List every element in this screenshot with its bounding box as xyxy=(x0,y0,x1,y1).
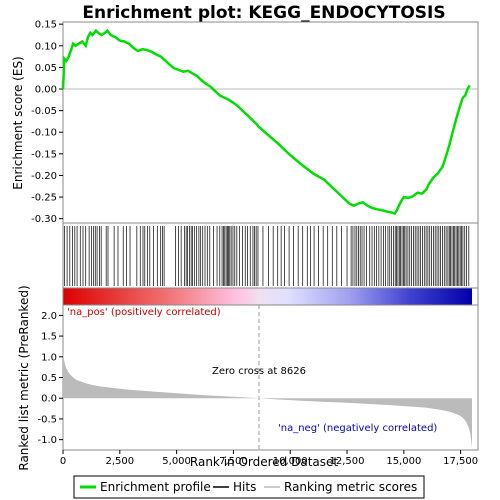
legend-box xyxy=(73,475,425,499)
metric-y-tick-label: 0.0 xyxy=(41,394,57,405)
es-y-tick-label: 0.15 xyxy=(35,20,57,31)
es-y-tick-label: 0.00 xyxy=(35,85,57,96)
x-axis-title: Rank in Ordered Dataset xyxy=(190,455,338,469)
es-y-tick-label: 0.10 xyxy=(35,41,57,52)
x-tick-label: 15,000 xyxy=(386,456,421,467)
es-panel xyxy=(62,21,479,224)
es-y-tick-label: -0.20 xyxy=(31,171,57,182)
x-axis: 0 2,500 5,000 7,500 10,000 12,500 15,000 17,500 xyxy=(60,450,478,467)
x-tick-label: 12,500 xyxy=(330,456,365,467)
es-axis: 0.15 0.10 0.05 0.00 -0.05 -0.10 -0.15 -0.20 -0.2… xyxy=(31,20,63,225)
ranking-metric-area xyxy=(63,352,472,448)
x-tick-label: 10,000 xyxy=(273,456,308,467)
x-tick-label: 5,000 xyxy=(162,456,191,467)
es-y-tick-label: -0.25 xyxy=(31,193,57,204)
x-tick-label: 7,500 xyxy=(219,456,248,467)
legend-enrichment-label: Enrichment profile xyxy=(100,480,211,494)
rank-color-bar xyxy=(63,288,472,305)
metric-y-tick-label: 0.5 xyxy=(41,373,57,384)
chart-title: Enrichment plot: KEGG_ENDOCYTOSIS xyxy=(82,3,445,23)
x-tick-label: 2,500 xyxy=(105,456,134,467)
negative-correlation-label: 'na_neg' (negatively correlated) xyxy=(278,423,437,434)
metric-y-tick-label: -1.0 xyxy=(37,435,57,446)
metric-y-tick-label: 1.0 xyxy=(41,352,57,363)
metric-axis-title: Ranked list metric (PreRanked) xyxy=(17,285,31,470)
metric-y-tick-label: 1.5 xyxy=(41,332,57,343)
metric-panel xyxy=(62,304,479,451)
legend-metric-label: Ranking metric scores xyxy=(284,480,417,494)
zero-cross-label: Zero cross at 8626 xyxy=(212,366,306,377)
es-y-tick-label: 0.05 xyxy=(35,63,57,74)
positive-correlation-label: 'na_pos' (positively correlated) xyxy=(67,307,221,318)
metric-axis: 2.0 1.5 1.0 0.5 0.0 -0.5 -1.0 xyxy=(37,311,63,446)
es-y-tick-label: -0.30 xyxy=(31,214,57,225)
hits-marks xyxy=(64,226,470,286)
x-tick-label: 0 xyxy=(60,456,66,467)
x-tick-label: 17,500 xyxy=(443,456,478,467)
es-y-tick-label: -0.10 xyxy=(31,128,57,139)
legend-hits-label: Hits xyxy=(233,480,256,494)
metric-y-tick-label: -0.5 xyxy=(37,414,57,425)
enrichment-profile-line xyxy=(61,28,471,215)
es-y-tick-label: -0.05 xyxy=(31,106,57,117)
metric-y-tick-label: 2.0 xyxy=(41,311,57,322)
es-y-tick-label: -0.15 xyxy=(31,149,57,160)
es-axis-title: Enrichment score (ES) xyxy=(11,56,25,189)
hits-panel xyxy=(62,222,479,289)
